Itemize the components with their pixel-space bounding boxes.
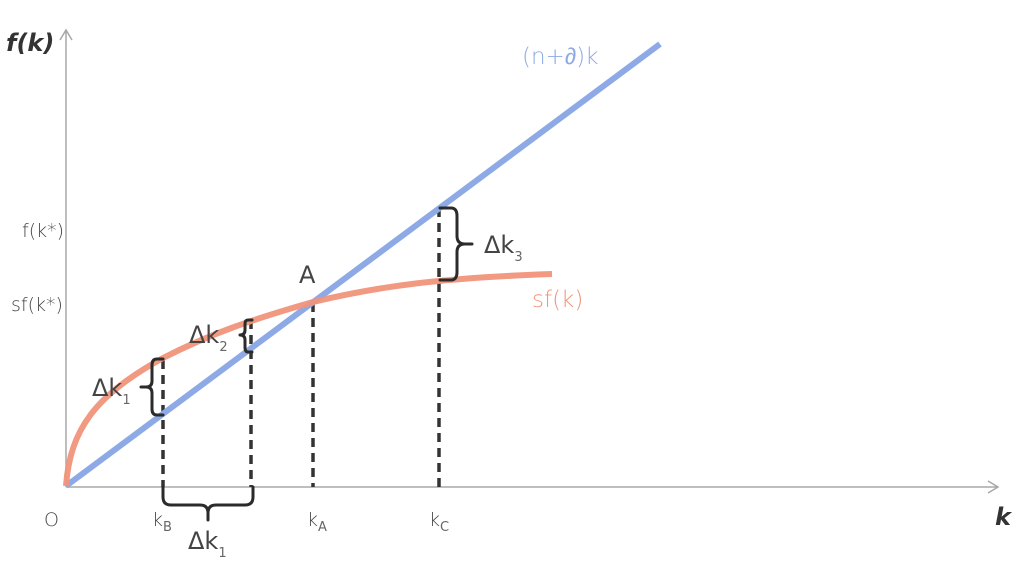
gap-dk1b-sub: 1 [218, 546, 226, 561]
gap-label-dk3: Δk3 [484, 231, 523, 265]
y-axis-label: f(k) [6, 29, 54, 57]
origin-label: O [44, 509, 59, 531]
x-axis-label: k [995, 503, 1013, 531]
gap-dk1b-base: Δk [188, 527, 218, 555]
brace-dk1 [139, 357, 165, 417]
gap-label-dk2: Δk2 [189, 321, 228, 355]
gap-label-dk1-bottom: Δk1 [188, 527, 227, 561]
x-tick-ka-base: k [307, 509, 318, 531]
y-axis [59, 28, 73, 487]
x-tick-kc-sub: C [440, 520, 449, 535]
gap-dk3-sub: 3 [514, 250, 522, 265]
gap-dk2-sub: 2 [219, 340, 227, 355]
y-tick-sfk-star: sf(k*) [11, 294, 63, 316]
gap-label-dk1: Δk1 [92, 374, 131, 408]
x-axis [66, 480, 1000, 494]
x-tick-kc-base: k [429, 509, 440, 531]
x-tick-ka-sub: A [318, 520, 327, 535]
x-tick-kc: kC [429, 509, 449, 535]
x-tick-kb: kB [152, 509, 172, 535]
brace-dk1-bottom [161, 485, 255, 522]
gap-dk1-base: Δk [92, 374, 122, 402]
savings-label: sf(k) [532, 287, 583, 313]
gap-dk1-sub: 1 [122, 393, 130, 408]
gap-dk2-base: Δk [189, 321, 219, 349]
steady-state-point-label: A [299, 261, 316, 289]
depreciation-label: (n+∂)k [522, 44, 598, 70]
brace-dk2 [238, 318, 254, 354]
gap-dk3-base: Δk [484, 231, 514, 259]
brace-dk3 [438, 206, 474, 282]
x-tick-kb-sub: B [163, 520, 172, 535]
x-tick-ka: kA [307, 509, 327, 535]
x-tick-kb-base: k [152, 509, 163, 531]
savings-curve [63, 271, 553, 487]
y-tick-fk-star: f(k*) [22, 220, 64, 242]
depreciation-line [64, 41, 662, 489]
